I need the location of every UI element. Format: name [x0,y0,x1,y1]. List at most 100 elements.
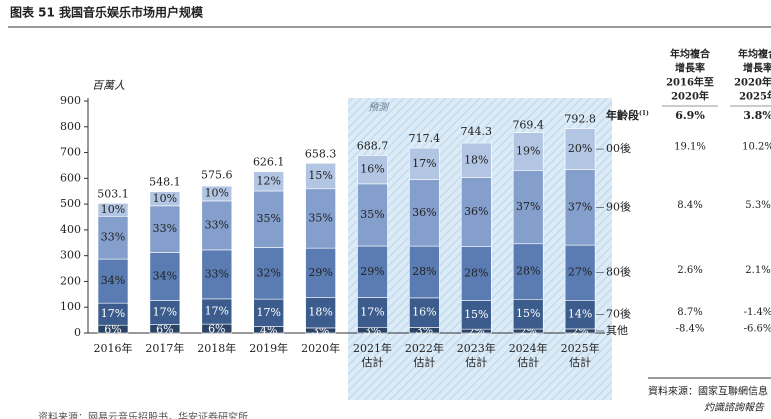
segment-label: 35% [256,212,280,225]
growth-value: 8.7% [677,307,702,318]
segment-label: 10% [101,203,125,216]
x-tick-line: 2018年 [197,341,236,355]
segment-label: 14% [568,308,592,321]
legend-label: 90後 [606,199,631,213]
footer: 资料来源：网易云音乐招股书，华安证券研究所 [38,411,248,419]
x-tick-line: 2020年 [301,341,340,355]
growth-header: 年均複合 [670,48,711,61]
x-tick-label: 2023年估計 [457,341,496,369]
total-label: 717.4 [409,132,441,145]
y-tick-label: 900 [60,94,81,107]
segment-label: 37% [516,200,540,213]
growth-header: 2020年 [671,90,709,103]
forecast-label: 預測 [368,102,390,114]
segment-label: 33% [205,267,229,280]
total-label: 626.1 [253,156,285,169]
segment-label: 4% [260,324,277,337]
growth-value: 2.6% [677,265,702,276]
segment-label: 18% [308,306,332,319]
segment-label: 37% [568,200,592,213]
bar-segment [253,171,284,192]
segment-label: 15% [516,307,540,320]
segment-label: 28% [464,267,488,280]
segment-label: 33% [205,218,229,231]
bar-segment [97,203,129,217]
segment-label: 6% [156,323,173,336]
bar-segment [409,179,440,247]
segment-label: 33% [101,231,125,244]
segment-label: 28% [412,265,436,278]
legend-label: 其他 [606,324,628,337]
bar-segment [97,215,129,260]
segment-label: 16% [412,306,436,319]
y-tick-label: 400 [60,223,81,236]
segment-label: 35% [360,208,384,221]
segment-label: 34% [153,269,177,282]
segment-label: 36% [412,206,436,219]
bar-segment [409,297,440,328]
bar-segment [201,298,233,325]
segment-label: 17% [101,307,125,320]
bar-segment [512,170,544,245]
growth-value: 10.2% [742,142,771,153]
bar-segment [357,155,388,185]
x-tick-line: 2025年 [561,341,600,355]
bar-segment [201,185,233,202]
bar-segment [97,258,129,304]
segment-label: 12% [256,174,280,187]
y-tick-label: 0 [74,326,81,339]
x-tick-label: 2025年估計 [561,341,600,369]
source: 灼識諮詢報告 [704,402,765,414]
growth-header: 增長率 [743,62,771,75]
segment-label: 32% [256,266,280,279]
legend-label: 00後 [606,141,631,155]
segment-label: 28% [516,265,540,278]
bar-segment [305,188,336,249]
growth-value: -8.4% [676,323,705,334]
growth-header: 增長率 [675,62,705,75]
segment-label: 16% [360,163,384,176]
segment-label: 10% [153,192,177,205]
growth-value: -1.4% [744,307,771,318]
bar-segment [149,300,181,325]
growth-header: 2025年 [739,90,771,103]
segment-label: 10% [205,187,229,200]
x-tick-line: 2024年 [509,341,548,355]
bar-segment [512,243,544,300]
bar-segment [564,244,596,301]
segment-label: 17% [153,306,177,319]
x-tick-line: 估計 [569,355,591,369]
bar-segment [460,246,492,301]
segment-label: 33% [153,222,177,235]
segment-label: 20% [568,142,592,155]
y-tick-label: 200 [60,274,81,287]
bar-segment [512,298,544,330]
total-label: 658.3 [305,147,337,160]
segment-label: 17% [256,306,280,319]
bar-segment [253,190,284,248]
segment-label: 36% [464,205,488,218]
legend-label: 80後 [606,265,631,279]
segment-label: 17% [360,306,384,319]
bar-segment [564,300,596,330]
bar-segment [512,132,544,171]
growth-header: 2016年至 [666,76,714,89]
total-label: 548.1 [149,176,181,189]
segment-label: 6% [208,323,225,336]
bar-segment [305,297,336,329]
total-label: 769.4 [512,119,544,132]
legend-label: 70後 [606,307,631,321]
growth-value: 19.1% [674,142,706,153]
segment-label: 29% [308,266,332,279]
growth-value: -6.6% [744,323,771,334]
growth-value: 8.4% [677,200,702,211]
y-tick-label: 600 [60,171,81,184]
total-label: 575.6 [201,169,233,182]
title: 图表 51 我国音乐娱乐市场用户规模 [10,5,204,20]
x-tick-line: 估計 [465,355,487,369]
segment-label: 29% [360,265,384,278]
x-tick-line: 2019年 [249,341,288,355]
x-tick-line: 2023年 [457,341,496,355]
x-tick-line: 2016年 [94,341,133,355]
x-tick-line: 2022年 [405,341,444,355]
